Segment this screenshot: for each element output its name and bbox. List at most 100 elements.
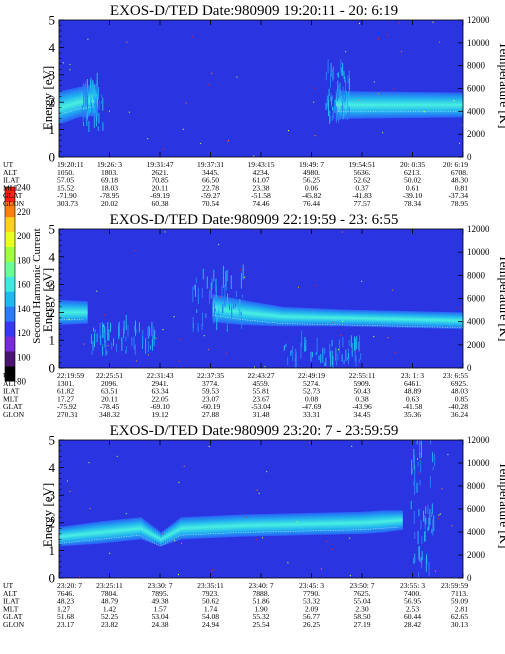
data-speck xyxy=(103,325,104,327)
energy-tick-label: 1 xyxy=(49,543,56,558)
panel-3-ylabel-right: Temperature [K] xyxy=(497,462,505,549)
table-cell: 7888. xyxy=(252,589,269,598)
table-cell: 26.25 xyxy=(303,620,320,629)
spectral-band-segment xyxy=(364,310,367,327)
spectral-band-segment xyxy=(456,312,460,329)
spectral-band-segment xyxy=(222,296,226,324)
table-cell: 57.05 xyxy=(57,176,74,185)
spectral-band-segment xyxy=(67,525,70,546)
colorbar-swatch xyxy=(5,366,15,382)
spectral-band-segment xyxy=(79,300,82,324)
energy-tick-label: 4 xyxy=(49,249,56,264)
table-cell: 19:37:31 xyxy=(197,160,224,169)
data-speck xyxy=(125,513,127,515)
spectral-band-segment xyxy=(424,311,428,329)
spectral-band-segment xyxy=(180,517,183,540)
spectral-band-segment xyxy=(256,514,260,537)
data-speck xyxy=(361,280,363,282)
panel-3-title: EXOS-D/TED Date:980909 23:20: 7 - 23:59:… xyxy=(110,423,399,439)
spectral-band-segment xyxy=(434,92,438,118)
temperature-trace xyxy=(58,526,399,547)
spectral-band-segment xyxy=(246,300,250,326)
data-speck xyxy=(296,521,298,523)
spectral-band-segment xyxy=(145,521,149,542)
table-cell: 27.88 xyxy=(202,410,219,419)
table-cell: 23:30: 7 xyxy=(147,581,172,590)
spectral-band-segment xyxy=(192,516,195,539)
spectral-band-segment xyxy=(210,515,213,538)
spectral-band-segment xyxy=(370,511,373,534)
data-speck xyxy=(208,84,210,86)
colorbar-swatch xyxy=(5,336,15,352)
table-row-label: ILAT xyxy=(3,597,20,606)
spectral-band-segment xyxy=(390,91,393,119)
data-speck xyxy=(236,76,238,78)
spectral-band-segment xyxy=(293,513,296,536)
spectral-band-segment xyxy=(113,519,116,543)
table-cell: -53.04 xyxy=(251,402,271,411)
energy-tick-label: 2 xyxy=(49,515,56,530)
spectral-band-segment xyxy=(347,309,351,327)
spectral-band-segment xyxy=(125,518,129,541)
spectral-band-segment xyxy=(366,511,369,534)
data-speck xyxy=(398,22,400,24)
table-cell: 7804. xyxy=(101,589,118,598)
energy-tick-label: 1 xyxy=(49,122,56,137)
temperature-tick-label: 8000 xyxy=(467,481,486,491)
table-cell: 56.77 xyxy=(303,612,320,621)
spectral-band-segment xyxy=(269,304,272,326)
data-speck xyxy=(212,569,214,571)
spectral-band-segment xyxy=(275,305,278,327)
spectral-band-segment xyxy=(372,511,375,534)
spectral-band-segment xyxy=(263,303,266,326)
spectral-band-segment xyxy=(418,311,421,329)
spectral-band-segment xyxy=(226,515,230,538)
data-speck xyxy=(89,507,91,510)
spectral-band-segment xyxy=(77,87,80,118)
data-speck xyxy=(349,575,351,577)
spectral-band-segment xyxy=(432,311,436,329)
data-speck xyxy=(313,101,315,103)
table-row-label: GLON xyxy=(3,620,25,629)
table-row-label: UT xyxy=(3,160,13,169)
spectral-band-segment xyxy=(198,516,201,539)
data-speck xyxy=(240,269,242,271)
data-speck xyxy=(182,128,184,130)
spectral-band-segment xyxy=(414,311,417,328)
spectral-band-segment xyxy=(83,523,86,545)
spectral-band-segment xyxy=(315,308,318,327)
spectral-band-segment xyxy=(341,512,345,535)
table-cell: 50.43 xyxy=(353,387,370,396)
data-speck xyxy=(342,321,344,323)
spectral-band-segment xyxy=(236,299,240,325)
spectral-band-segment xyxy=(319,512,322,535)
data-speck xyxy=(178,573,179,576)
spectral-band-segment xyxy=(351,309,355,327)
data-speck xyxy=(439,41,441,43)
spectral-band-segment xyxy=(218,295,221,323)
spectral-band-segment xyxy=(83,86,86,117)
table-cell: 7790. xyxy=(303,589,320,598)
spectral-band-segment xyxy=(410,311,413,328)
spectral-band-segment xyxy=(188,516,191,539)
data-speck xyxy=(88,462,90,464)
spectral-band-segment xyxy=(406,91,409,118)
colorbar-tick-label: 200 xyxy=(17,231,31,241)
table-cell: 23:25:11 xyxy=(96,581,123,590)
spectral-band-segment xyxy=(396,510,399,531)
spectral-band-segment xyxy=(343,512,347,535)
spectral-band-segment xyxy=(460,312,464,330)
table-cell: 20: 0:35 xyxy=(400,160,425,169)
table-cell: -43.96 xyxy=(352,402,372,411)
panel-1-ylabel-right: Temperature [K] xyxy=(497,42,505,129)
spectral-band-segment xyxy=(97,521,100,544)
table-cell: 34.45 xyxy=(353,410,370,419)
spectral-band-segment xyxy=(77,524,80,546)
data-speck xyxy=(147,138,149,140)
table-cell: 18.03 xyxy=(101,183,118,192)
spectral-band-segment xyxy=(267,304,270,326)
spectral-band-segment xyxy=(343,309,347,327)
spectral-band-segment xyxy=(450,92,454,118)
spectral-band-segment xyxy=(271,513,274,536)
table-cell: 19:26: 3 xyxy=(97,160,122,169)
